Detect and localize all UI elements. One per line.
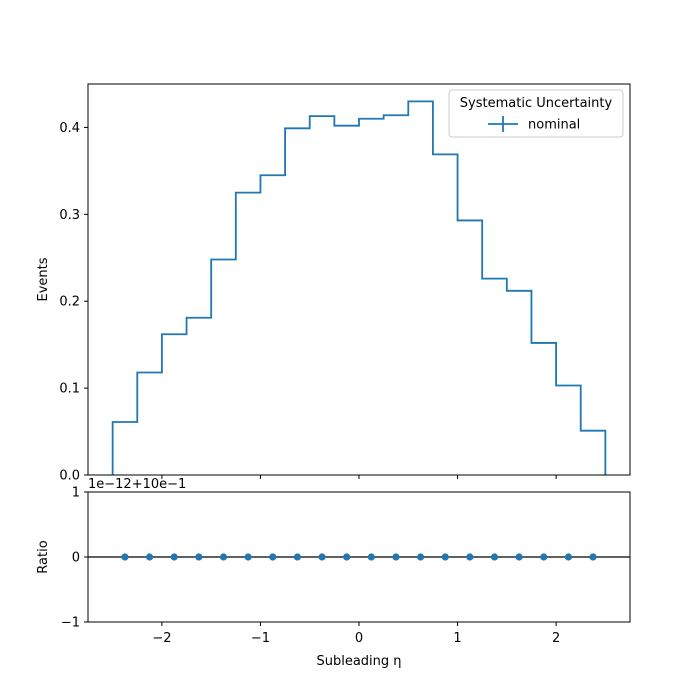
ratio-point <box>416 553 425 561</box>
ratio-point <box>490 553 499 561</box>
ratio-point <box>515 553 523 561</box>
ratio-point <box>589 553 597 561</box>
ratio-point <box>318 553 326 561</box>
x-tick-label: −2 <box>152 631 171 646</box>
legend: Systematic Uncertainty nominal <box>448 89 624 138</box>
ratio-point <box>540 553 548 561</box>
ratio-point <box>392 553 400 561</box>
ratio-plot-frame <box>87 491 631 623</box>
ratio-point <box>367 553 375 561</box>
x-tick-label: 1 <box>453 631 461 646</box>
legend-box <box>448 89 624 138</box>
ratio-y-axis-label: Ratio <box>36 540 51 573</box>
ratio-point <box>121 553 129 561</box>
ratio-point <box>195 553 203 561</box>
ratio-points <box>121 553 597 561</box>
ratio-point <box>244 553 252 561</box>
y-tick-label: 0.0 <box>59 469 80 484</box>
y-tick-label: 0.3 <box>59 208 80 223</box>
nominal-histogram-line <box>111 100 607 475</box>
ratio-point <box>466 553 474 561</box>
main-plot-y-axis-label: Events <box>36 257 51 301</box>
ratio-point <box>441 553 449 561</box>
ratio-point <box>293 553 302 561</box>
ratio-offset-text: 1e−12+10e−1 <box>88 477 186 492</box>
ratio-point <box>269 553 277 561</box>
ratio-y-tick-label: 1 <box>72 486 80 501</box>
x-axis-label: Subleading η <box>316 654 401 669</box>
legend-entry-nominal: nominal <box>528 118 580 133</box>
ratio-point <box>219 553 228 561</box>
main-plot-panel: 0.0 0.1 0.2 0.3 0.4 Events Systematic Uncert… <box>36 83 631 484</box>
x-tick-label: 2 <box>552 631 560 646</box>
ratio-point <box>564 553 573 561</box>
main-plot-frame <box>87 83 631 476</box>
ratio-plot-ticks: −1 0 1 −2 −1 0 1 2 <box>61 486 560 647</box>
ratio-y-tick-label: −1 <box>61 616 80 631</box>
ratio-point <box>145 553 154 561</box>
ratio-y-tick-label: 0 <box>72 551 80 566</box>
main-plot-ticks: 0.0 0.1 0.2 0.3 0.4 <box>59 121 557 484</box>
ratio-plot-panel: −1 0 1 −2 −1 0 1 2 1e−12+10e−1 Ratio Subleading… <box>36 477 631 669</box>
ratio-point <box>170 553 178 561</box>
y-tick-label: 0.4 <box>59 121 80 136</box>
y-tick-label: 0.1 <box>59 382 80 397</box>
legend-title: Systematic Uncertainty <box>460 96 613 111</box>
x-tick-label: 0 <box>355 631 363 646</box>
ratio-point <box>343 553 351 561</box>
x-tick-label: −1 <box>251 631 270 646</box>
y-tick-label: 0.2 <box>59 295 80 310</box>
